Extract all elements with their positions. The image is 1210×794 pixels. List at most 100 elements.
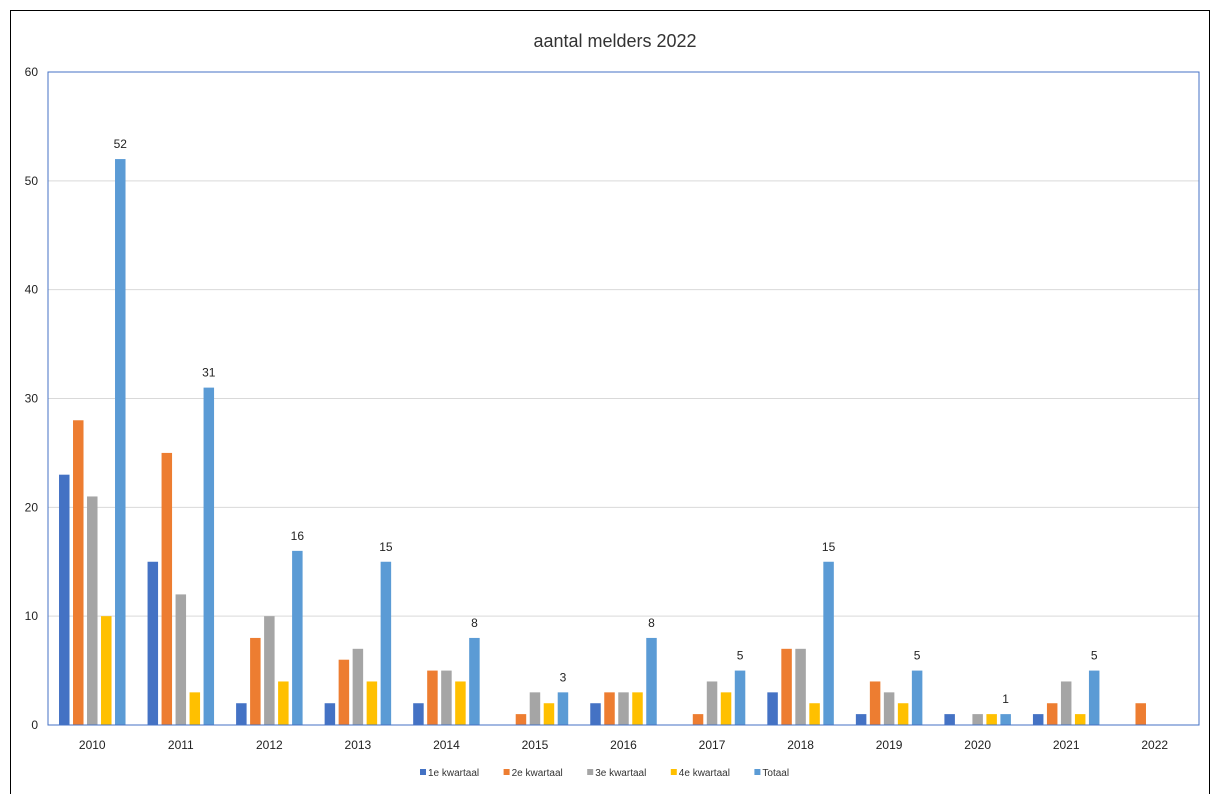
x-tick-label: 2012 xyxy=(256,738,283,752)
gridlines xyxy=(48,71,1199,726)
bar xyxy=(632,692,643,725)
bar xyxy=(278,681,289,725)
bar xyxy=(1046,703,1058,725)
y-tick-label: 30 xyxy=(25,392,39,406)
bar xyxy=(175,594,187,725)
bar xyxy=(87,496,98,725)
bar xyxy=(352,648,364,725)
bar xyxy=(292,550,303,725)
bar xyxy=(795,648,806,725)
bars xyxy=(59,159,1146,726)
x-tick-label: 2017 xyxy=(699,738,726,752)
x-tick-label: 2018 xyxy=(787,738,814,752)
bar xyxy=(413,703,424,725)
bar xyxy=(115,159,126,726)
data-label: 5 xyxy=(914,649,921,663)
legend-entry: 1e kwartaal xyxy=(428,768,479,779)
x-tick-label: 2016 xyxy=(610,738,637,752)
bar xyxy=(986,714,997,725)
bar xyxy=(59,474,70,725)
chart-title: aantal melders 2022 xyxy=(533,31,696,51)
x-tick-label: 2022 xyxy=(1141,738,1168,752)
bar xyxy=(250,637,261,725)
legend-entry: Totaal xyxy=(762,768,789,779)
bar xyxy=(557,692,569,725)
bar xyxy=(264,616,275,725)
bar xyxy=(324,703,336,725)
y-tick-label: 40 xyxy=(25,283,39,297)
data-label: 3 xyxy=(560,670,567,684)
legend: 1e kwartaal 2e kwartaal 3e kwartaal 4e kwar… xyxy=(420,768,789,779)
data-label: 15 xyxy=(379,540,393,554)
x-axis: 2010 2011 2012 2013 2014 2015 2016 2017 2018 2019… xyxy=(79,738,1168,752)
bar xyxy=(720,692,732,725)
data-label: 16 xyxy=(291,529,305,543)
y-tick-label: 20 xyxy=(25,500,39,514)
bar xyxy=(366,681,378,725)
legend-swatch xyxy=(503,769,510,775)
y-axis: 0 10 20 30 40 50 60 xyxy=(25,65,39,732)
bar xyxy=(911,670,923,725)
bar xyxy=(618,692,629,725)
x-tick-label: 2011 xyxy=(168,738,194,752)
bar xyxy=(972,714,983,725)
bar xyxy=(73,420,84,725)
bar xyxy=(147,561,159,725)
bar xyxy=(529,692,541,725)
plot-area-border xyxy=(47,71,1200,726)
bar xyxy=(692,714,704,725)
y-tick-label: 60 xyxy=(25,65,39,79)
bar xyxy=(515,714,527,725)
data-label: 31 xyxy=(202,366,216,380)
data-label: 8 xyxy=(648,616,655,630)
legend-swatch xyxy=(754,769,761,775)
bar xyxy=(897,703,909,725)
legend-swatch xyxy=(420,769,426,775)
x-tick-label: 2020 xyxy=(964,738,991,752)
bar xyxy=(767,692,778,725)
bar xyxy=(1088,670,1100,725)
legend-entry: 3e kwartaal xyxy=(595,768,646,779)
y-tick-label: 10 xyxy=(25,609,39,623)
x-tick-label: 2021 xyxy=(1053,738,1080,752)
bar xyxy=(646,637,657,725)
bar xyxy=(1032,714,1044,725)
data-label: 52 xyxy=(114,137,128,151)
x-tick-label: 2010 xyxy=(79,738,106,752)
data-label: 15 xyxy=(822,540,836,554)
bar xyxy=(543,703,555,725)
bar xyxy=(809,703,820,725)
bar xyxy=(189,692,201,725)
data-label: 5 xyxy=(1091,649,1098,663)
bar xyxy=(944,714,955,725)
x-tick-label: 2019 xyxy=(876,738,903,752)
y-tick-label: 0 xyxy=(31,718,38,732)
legend-swatch xyxy=(587,769,594,775)
data-label: 8 xyxy=(471,616,478,630)
legend-entry: 4e kwartaal xyxy=(679,768,730,779)
legend-entry: 2e kwartaal xyxy=(512,768,563,779)
x-tick-label: 2015 xyxy=(522,738,549,752)
bar xyxy=(203,387,215,725)
bar xyxy=(1074,714,1086,725)
bar xyxy=(1060,681,1072,725)
data-label: 5 xyxy=(737,649,744,663)
bar xyxy=(869,681,881,725)
bar xyxy=(1135,703,1146,725)
bar xyxy=(590,703,601,725)
bar xyxy=(101,616,112,725)
bar xyxy=(441,670,452,725)
bar xyxy=(455,681,466,725)
legend-swatch xyxy=(670,769,677,775)
bar xyxy=(380,561,392,725)
bar xyxy=(338,659,350,725)
bar xyxy=(1000,714,1011,725)
bar xyxy=(427,670,438,725)
bar xyxy=(823,561,834,725)
bar xyxy=(236,703,247,725)
x-tick-label: 2013 xyxy=(345,738,372,752)
x-tick-label: 2014 xyxy=(433,738,460,752)
bar xyxy=(706,681,718,725)
